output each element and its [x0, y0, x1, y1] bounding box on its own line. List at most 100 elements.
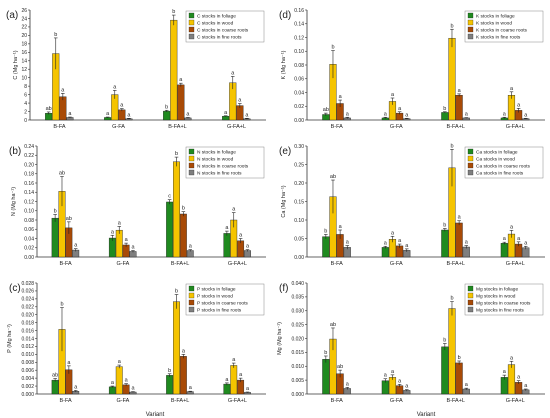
- significance-letter: b: [168, 368, 171, 374]
- x-tick-label: B-FA: [53, 124, 66, 130]
- legend-entry: C stocks in coarse roots: [197, 27, 249, 33]
- legend-swatch: [467, 148, 474, 155]
- significance-letter: a: [517, 102, 521, 108]
- y-tick-label: 0.000: [291, 392, 304, 398]
- significance-letter: a: [346, 381, 350, 387]
- legend-swatch: [188, 292, 195, 299]
- y-axis-label: N (Mg ha⁻¹): [11, 187, 17, 216]
- x-tick-label: B-FA+L: [447, 398, 466, 404]
- legend-entry: P stocks in wood: [197, 293, 233, 299]
- significance-letter: c: [168, 194, 171, 200]
- x-tick-label: B-FA: [331, 398, 344, 404]
- bar: [237, 379, 245, 395]
- legend-entry: N stocks in coarse roots: [197, 163, 249, 169]
- bar: [455, 222, 463, 258]
- y-tick-label: 0.12: [294, 35, 304, 41]
- significance-letter: a: [113, 84, 117, 90]
- bar: [173, 301, 180, 395]
- significance-letter: a: [232, 207, 236, 213]
- x-tick-label: G-FA: [390, 398, 403, 404]
- legend-entry: K stocks in coarse roots: [476, 27, 528, 33]
- y-tick-label: 18: [21, 42, 27, 48]
- y-tick-label: 0.028: [21, 281, 34, 287]
- significance-letter: b: [54, 208, 57, 214]
- significance-letter: a: [67, 360, 71, 366]
- legend-swatch: [188, 169, 195, 176]
- x-tick-label: G-FA+L: [506, 261, 525, 267]
- x-tick-label: G-FA: [390, 124, 403, 130]
- y-tick-label: 0.014: [21, 336, 34, 342]
- panel-label: (e): [279, 146, 291, 157]
- y-tick-label: 0.002: [21, 384, 34, 390]
- y-tick-label: 22: [21, 25, 27, 31]
- y-tick-label: 0.25: [294, 162, 304, 168]
- significance-letter: b: [165, 104, 168, 110]
- legend-swatch: [467, 285, 474, 292]
- significance-letter: a: [131, 386, 135, 392]
- legend-swatch: [467, 299, 474, 306]
- significance-letter: a: [231, 70, 235, 76]
- significance-letter: ab: [330, 322, 336, 328]
- legend-entry: Ca stocks in wood: [476, 156, 515, 162]
- legend-box: [464, 10, 544, 43]
- significance-letter: a: [510, 86, 514, 92]
- y-tick-label: 4: [24, 101, 27, 107]
- bar: [186, 250, 194, 258]
- x-axis-label: Variant: [417, 412, 436, 418]
- y-tick-label: 0.012: [21, 344, 34, 350]
- panel-label: (f): [279, 283, 288, 294]
- panel-label: (b): [9, 146, 21, 157]
- significance-letter: a: [510, 355, 514, 361]
- bar: [115, 229, 123, 258]
- significance-letter: a: [510, 224, 514, 230]
- x-tick-label: G-FA: [390, 261, 403, 267]
- y-tick-label: 0.10: [294, 218, 304, 224]
- bar: [163, 110, 171, 121]
- bar: [455, 95, 463, 121]
- y-tick-label: 0.06: [24, 227, 34, 233]
- x-tick-label: B-FA: [60, 398, 73, 404]
- bar: [441, 229, 449, 258]
- significance-letter: b: [450, 296, 453, 302]
- significance-letter: a: [384, 111, 388, 117]
- bar: [118, 109, 126, 121]
- legend-swatch: [467, 306, 474, 313]
- bar: [177, 84, 185, 121]
- y-axis-label: K (Mg ha⁻¹): [281, 50, 287, 79]
- bar: [244, 250, 251, 258]
- legend-entry: N stocks in foliage: [197, 149, 236, 155]
- bar: [462, 246, 470, 258]
- x-axis-label: Variant: [146, 412, 165, 418]
- y-tick-label: 8: [24, 84, 27, 90]
- significance-letter: a: [405, 112, 409, 118]
- y-tick-label: 6: [24, 92, 27, 98]
- significance-letter: a: [246, 244, 250, 250]
- legend-swatch: [467, 162, 474, 169]
- legend-box: [464, 283, 544, 316]
- x-tick-label: B-FA+L: [168, 124, 187, 130]
- x-tick-label: B-FA: [60, 261, 73, 267]
- significance-letter: a: [224, 110, 228, 116]
- significance-letter: a: [120, 103, 124, 109]
- legend-entry: N stocks in wood: [197, 156, 234, 162]
- y-tick-label: 0.08: [24, 218, 34, 224]
- bar: [179, 356, 187, 395]
- legend-swatch: [467, 26, 474, 33]
- significance-letter: b: [458, 355, 461, 361]
- chart-panel: 0.00 0.02 0.04 0.06 0.08 0.10 0.12 0.14 0.16 K (M…: [279, 8, 545, 130]
- x-tick-label: B-FA: [331, 261, 344, 267]
- significance-letter: ab: [46, 106, 52, 112]
- y-tick-label: 0.06: [294, 77, 304, 83]
- y-tick-label: 0.00: [24, 255, 34, 261]
- bar: [122, 384, 130, 395]
- significance-letter: a: [61, 87, 65, 93]
- y-tick-label: 0.024: [21, 297, 34, 303]
- legend-swatch: [188, 162, 195, 169]
- significance-letter: a: [106, 111, 110, 117]
- significance-letter: a: [225, 225, 229, 231]
- significance-letter: b: [450, 143, 453, 149]
- legend-swatch: [467, 155, 474, 162]
- significance-letter: a: [517, 375, 521, 381]
- y-tick-label: 0.020: [291, 336, 304, 342]
